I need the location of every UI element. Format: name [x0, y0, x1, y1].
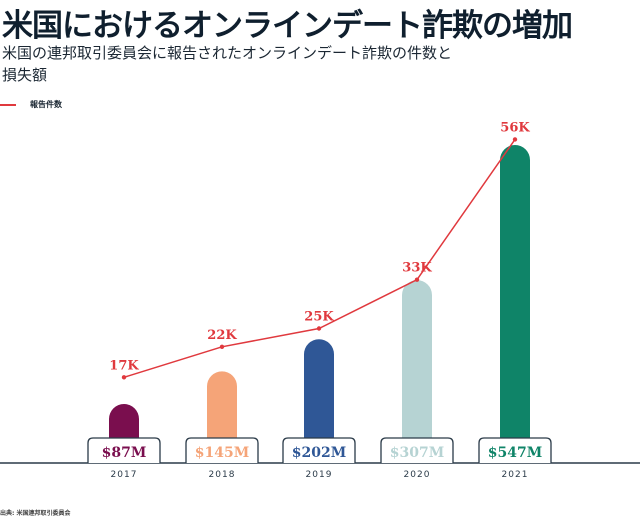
- count-label: 22K: [207, 328, 237, 343]
- chart-title: 米国におけるオンラインデート詐欺の増加: [2, 8, 573, 44]
- source-note: 出典: 米国連邦取引委員会: [0, 510, 71, 517]
- bar-value-label: $145M: [195, 445, 249, 461]
- chart-subtitle: 米国の連邦取引委員会に報告されたオンラインデート詐欺の件数と損失額: [2, 44, 453, 84]
- count-point: [121, 375, 127, 380]
- count-point: [512, 137, 518, 142]
- count-label: 56K: [500, 120, 530, 135]
- legend-line-swatch: [0, 103, 16, 106]
- x-tick-label: 2019: [306, 470, 333, 480]
- x-tick-label: 2017: [111, 470, 138, 480]
- bar-value-label: $547M: [488, 445, 542, 461]
- bar-2019: [304, 339, 334, 463]
- bar-label-box: [282, 437, 356, 463]
- count-point: [316, 326, 322, 331]
- bar-value-label: $87M: [102, 445, 147, 461]
- legend: 報告件数: [0, 99, 62, 110]
- bar-2020: [402, 280, 432, 463]
- x-tick-label: 2020: [404, 470, 431, 480]
- x-tick-label: 2021: [502, 470, 529, 480]
- bar-2021: [500, 145, 530, 464]
- count-label: 17K: [109, 358, 139, 373]
- x-tick-label: 2018: [209, 470, 236, 480]
- bar-label-box: [87, 437, 161, 463]
- bar-label-box: [185, 437, 259, 463]
- count-point: [219, 344, 225, 349]
- count-label: 33K: [402, 261, 432, 276]
- bar-value-label: $307M: [390, 445, 444, 461]
- count-point: [414, 277, 420, 282]
- bar-label-box: [380, 437, 454, 463]
- bar-value-label: $202M: [292, 445, 346, 461]
- count-label: 25K: [304, 310, 334, 325]
- legend-label: 報告件数: [30, 100, 62, 109]
- bar-label-box: [478, 437, 552, 463]
